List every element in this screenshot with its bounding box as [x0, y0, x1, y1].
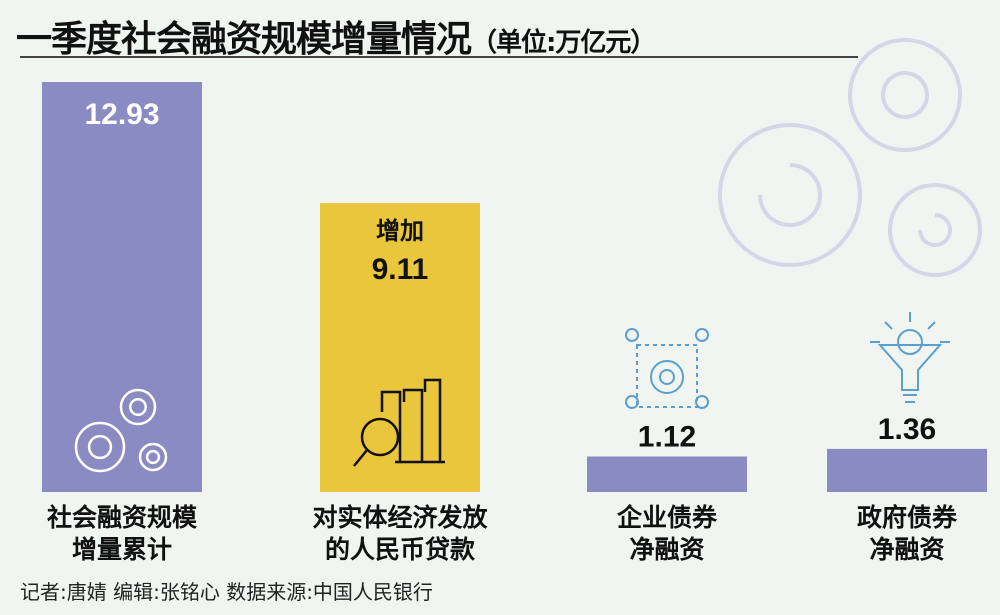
category-label-line: 净融资	[629, 535, 705, 564]
value-label: 1.36	[878, 413, 936, 446]
chart-title: 一季度社会融资规模增量情况（单位:万亿元）	[16, 10, 656, 62]
team-gear-icon	[625, 328, 709, 409]
unit-text: （单位:万亿元）	[471, 28, 656, 58]
category-label: 社会融资规模 增量累计	[12, 502, 232, 566]
category-label: 政府债券 净融资	[797, 502, 1000, 566]
title-text: 一季度社会融资规模增量情况	[16, 19, 472, 60]
category-label: 企业债券 净融资	[557, 502, 777, 566]
magnifier-chart-icon	[353, 378, 445, 467]
value-label: 1.12	[638, 420, 696, 453]
bar-3	[827, 448, 987, 492]
category-label-line: 企业债券	[616, 503, 717, 532]
category-label: 对实体经济发放 的人民币贷款	[290, 502, 510, 566]
title-divider	[20, 56, 858, 58]
category-label-line: 的人民币贷款	[324, 535, 475, 564]
category-label-line: 对实体经济发放	[312, 503, 488, 532]
value-label: 12.93	[84, 98, 159, 131]
gears-icon	[74, 388, 168, 473]
category-label-line: 净融资	[869, 535, 945, 564]
category-label-line: 政府债券	[856, 503, 957, 532]
bar-2	[587, 456, 747, 492]
category-label-line: 增量累计	[71, 535, 172, 564]
funnel-lightbulb-icon	[870, 312, 950, 403]
category-label-line: 社会融资规模	[46, 503, 197, 532]
credits: 记者:唐婧 编辑:张铭心 数据来源:中国人民银行	[20, 580, 433, 604]
value-label: 9.11	[372, 253, 429, 286]
annotation-label: 增加	[376, 217, 424, 245]
bar-0	[42, 82, 202, 492]
